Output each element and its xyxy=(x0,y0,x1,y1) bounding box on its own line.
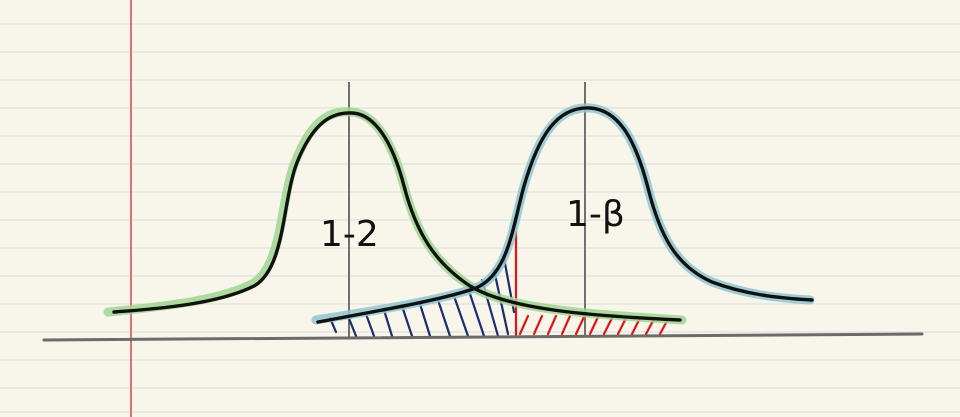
left-region-label: 1-2 xyxy=(320,214,379,255)
right-region-label: 1-β xyxy=(566,194,625,235)
beta-hatch-region xyxy=(328,256,516,338)
left-bell-curve xyxy=(112,111,682,322)
right-bell-curve xyxy=(316,106,814,324)
x-axis xyxy=(42,332,924,342)
